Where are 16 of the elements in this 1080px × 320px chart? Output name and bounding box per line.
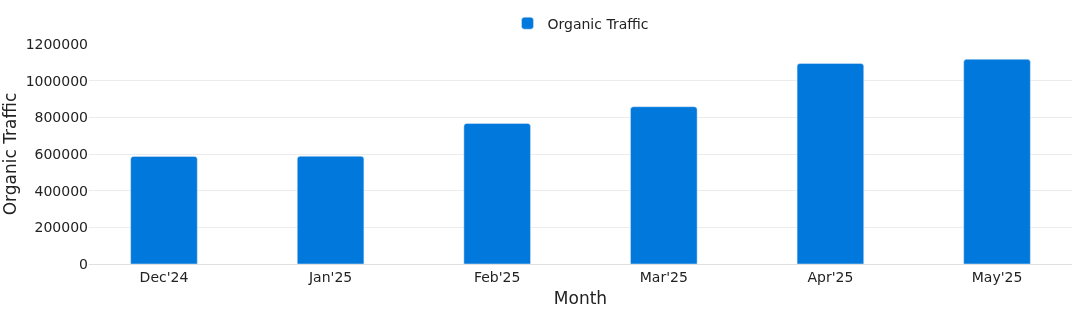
legend-label: Organic Traffic (547, 15, 649, 32)
x-tick-label: Mar'25 (639, 268, 688, 285)
x-tick-label: Jan'25 (307, 268, 353, 285)
y-tick-label: 800000 (34, 109, 88, 126)
x-axis-title: Month (553, 288, 608, 309)
y-tick-label: 600000 (34, 145, 88, 162)
y-tick-label: 0 (79, 255, 88, 272)
y-tick-label: 200000 (34, 219, 88, 236)
y-tick-label: 1200000 (25, 35, 88, 52)
x-tick-label: May'25 (971, 268, 1023, 285)
y-tick-label: 400000 (34, 182, 88, 199)
x-tick-label: Dec'24 (139, 268, 189, 285)
y-tick-label: 1000000 (25, 72, 88, 89)
x-tick-label: Apr'25 (807, 268, 854, 285)
x-tick-label: Feb'25 (473, 268, 521, 285)
y-axis-title: Organic Traffic (0, 92, 20, 216)
